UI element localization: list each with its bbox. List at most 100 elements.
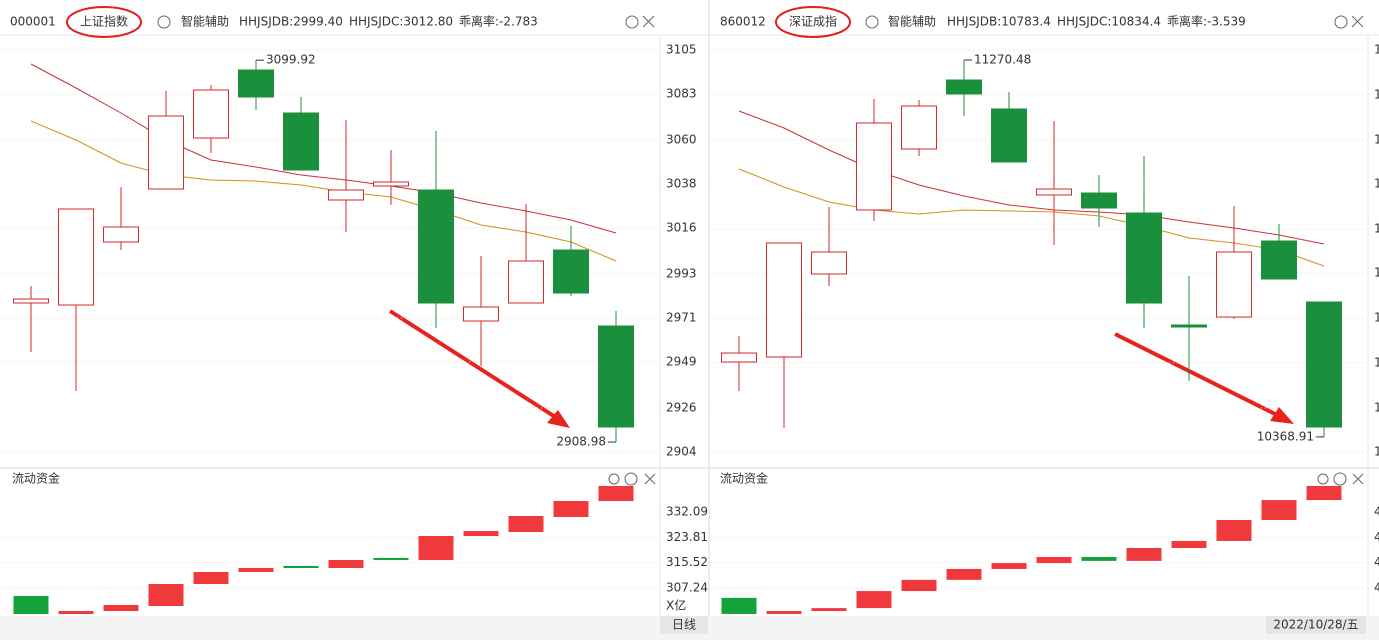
candle-body (283, 112, 319, 171)
panel-title: 流动资金 (12, 471, 60, 486)
flow-bar (148, 584, 184, 607)
flow-bar (193, 572, 229, 585)
flow-bar (856, 591, 892, 609)
flow-bar (766, 611, 802, 614)
flow-bar (1306, 485, 1342, 501)
indicator: HHJSJDB:10783.4 (947, 15, 1051, 29)
candle-body (1261, 240, 1297, 280)
indicator: 乖离率:-3.539 (1167, 14, 1246, 29)
flow-bar (328, 560, 364, 569)
y-tick-label: 2971 (666, 311, 697, 325)
flow-bar (553, 500, 589, 517)
help-icon[interactable] (1333, 472, 1347, 486)
y-tick-label: 424.4 (1374, 580, 1379, 594)
flow-bar (811, 608, 847, 612)
indicator: 乖离率:-2.783 (459, 14, 538, 29)
flow-bar (991, 563, 1027, 569)
candle-body (1036, 188, 1072, 196)
y-tick-label: 11079 (1374, 133, 1379, 147)
ma-line (30, 120, 617, 262)
candle-body (991, 108, 1027, 163)
close-icon[interactable] (642, 15, 655, 28)
flow-bar (463, 531, 499, 536)
y-tick-label: 2993 (666, 267, 697, 281)
arrow-head (1270, 407, 1294, 424)
flow-bar (721, 597, 757, 614)
flow-bar (1126, 548, 1162, 561)
candle-body (58, 208, 94, 306)
candle-body (1171, 324, 1207, 328)
highlight-circle (66, 6, 142, 38)
y-tick-label: 2926 (666, 401, 697, 415)
assist-label: 智能辅助 (888, 14, 936, 29)
candle-body (901, 105, 937, 150)
candle-body (946, 79, 982, 95)
y-tick-label: 332.09 (666, 505, 708, 519)
dropdown-icon[interactable] (865, 15, 879, 29)
help-icon[interactable] (1334, 15, 1348, 29)
y-tick-label: 3105 (666, 43, 697, 57)
ma-line (738, 168, 1325, 267)
candle-body (1126, 212, 1162, 304)
y-tick-label: 445.2 (1374, 530, 1379, 544)
date-box (1266, 616, 1366, 634)
period-label: 日线 (672, 618, 696, 632)
candle-body (856, 122, 892, 211)
settings-icon[interactable] (1317, 473, 1329, 485)
stock-name: 深证成指 (789, 14, 837, 29)
y-tick-label: 434.8 (1374, 555, 1379, 569)
y-tick-label: 455.6 (1374, 504, 1379, 518)
help-icon[interactable] (624, 472, 638, 486)
min-label: 2908.98 (556, 435, 606, 449)
y-tick-label: 10438 (1374, 401, 1379, 415)
close-icon[interactable] (1351, 15, 1364, 28)
candle-body (598, 325, 634, 428)
flow-bar (103, 605, 139, 612)
y-tick-label: 10333 (1374, 444, 1379, 458)
y-tick-label: 3016 (666, 221, 697, 235)
assist-label: 智能辅助 (181, 14, 229, 29)
candle-body (1216, 251, 1252, 318)
candle-body (1081, 192, 1117, 209)
date-label: 2022/10/28/五 (1273, 618, 1358, 632)
flow-bar (283, 566, 319, 569)
dropdown-icon[interactable] (157, 15, 171, 29)
y-tick-label: 10761 (1374, 265, 1379, 279)
ma-line (30, 63, 617, 234)
flow-bar (13, 596, 49, 615)
period-button[interactable] (660, 616, 708, 634)
y-tick-label: 10653 (1374, 311, 1379, 325)
y-tick-label: 11294 (1374, 43, 1379, 57)
flow-bar (373, 558, 409, 561)
flow-bar (1171, 540, 1207, 549)
flow-bar (58, 611, 94, 615)
y-tick-label: 323.81 (666, 530, 708, 544)
help-icon[interactable] (625, 15, 639, 29)
y-tick-label: 3038 (666, 177, 697, 191)
candle-body (811, 251, 847, 275)
y-tick-label: 307.24 (666, 581, 708, 595)
y-tick-label: 11187 (1374, 87, 1379, 101)
candle-body (418, 189, 454, 304)
close-icon[interactable] (1352, 473, 1364, 485)
close-icon[interactable] (644, 473, 656, 485)
settings-icon[interactable] (608, 473, 620, 485)
max-label: 3099.92 (266, 53, 316, 67)
candle-body (508, 260, 544, 304)
stock-code: 860012 (720, 15, 766, 29)
candle-body (328, 189, 364, 201)
ma-line (738, 110, 1325, 245)
candle-body (721, 352, 757, 363)
panel-title: 流动资金 (720, 471, 768, 486)
candle-body (238, 69, 274, 98)
candle-body (463, 306, 499, 322)
indicator: HHJSJDC:3012.80 (349, 15, 453, 29)
max-label: 11270.48 (974, 52, 1031, 66)
flow-bar (946, 568, 982, 580)
candle-body (193, 89, 229, 139)
flow-bar (238, 568, 274, 573)
flow-bar (1036, 557, 1072, 564)
